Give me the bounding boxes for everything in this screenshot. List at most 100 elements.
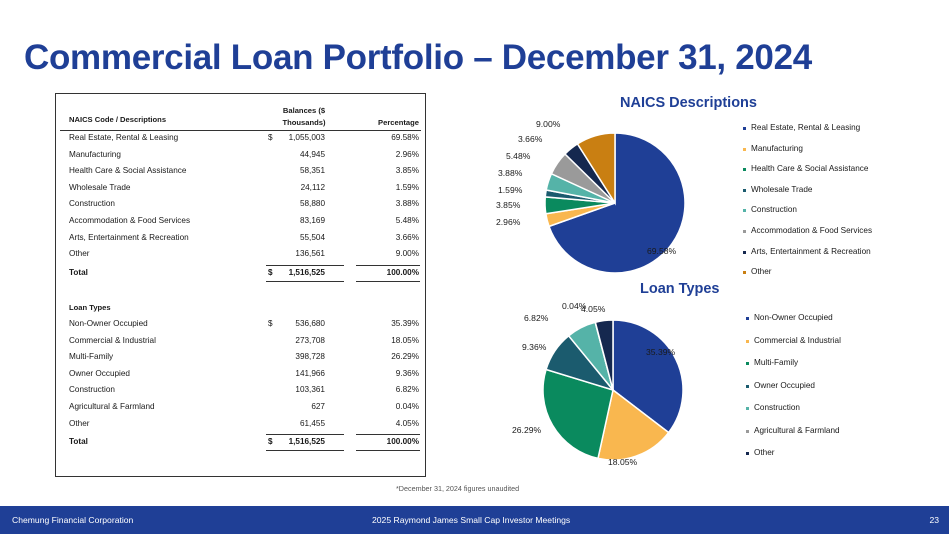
pie-slice — [597, 388, 670, 461]
row-label: Total — [69, 268, 88, 277]
row-balance: 103,361 — [295, 385, 325, 395]
slice-data-label: 4.05% — [581, 304, 606, 314]
footer-bar: Chemung Financial Corporation 2025 Raymo… — [0, 506, 949, 534]
legend-swatch — [746, 384, 749, 388]
legend-swatch — [746, 452, 749, 455]
naics-header-desc: NAICS Code / Descriptions — [69, 115, 167, 124]
data-table: NAICS Code / Descriptions Balances ($ Th… — [55, 93, 426, 477]
footer-page-number: 23 — [929, 515, 939, 525]
slice-data-label: 3.88% — [498, 168, 523, 178]
table-row: Construction 103,361 6.82% — [56, 385, 425, 401]
naics-header-pct: Percentage — [378, 118, 419, 127]
row-balance: 61,455 — [299, 418, 325, 428]
slice-data-label: 26.29% — [512, 425, 542, 435]
legend-swatch — [746, 362, 749, 365]
row-balance: 627 — [311, 402, 325, 411]
table-row: Owner Occupied 141,966 9.36% — [56, 369, 425, 385]
loan-chart-title: Loan Types — [640, 281, 720, 297]
row-percentage: 1.59% — [395, 182, 419, 192]
header-divider — [60, 130, 421, 131]
pie-slice — [548, 132, 686, 274]
legend-label: Construction — [751, 205, 797, 215]
naics-header-balances: Balances ($ Thousands) — [282, 106, 326, 127]
table-row: Non-Owner Occupied $536,680 35.39% — [56, 319, 425, 335]
row-label: Multi-Family — [69, 352, 114, 362]
total-divider — [266, 265, 344, 266]
legend-swatch — [746, 407, 749, 410]
table-row: Commercial & Industrial 273,708 18.05% — [56, 336, 425, 352]
row-dollar-sign: $ — [268, 268, 273, 277]
row-label: Owner Occupied — [69, 368, 130, 378]
legend-label: Real Estate, Rental & Leasing — [751, 123, 861, 132]
row-percentage: 9.36% — [395, 368, 419, 378]
total-divider — [266, 281, 344, 282]
legend-label: Health Care & Social Assistance — [751, 164, 869, 174]
pie-slice — [594, 319, 614, 391]
row-percentage: 100.00% — [386, 437, 419, 446]
legend-label: Other — [751, 267, 772, 277]
legend-label: Agricultural & Farmland — [754, 425, 840, 435]
total-divider — [356, 265, 420, 266]
row-label: Wholesale Trade — [69, 182, 131, 192]
row-balance: 55,504 — [299, 232, 325, 242]
row-balance: 58,351 — [299, 166, 325, 176]
legend-swatch — [743, 188, 746, 192]
row-balance: 83,169 — [299, 216, 325, 225]
pie-slice — [542, 368, 614, 460]
slice-data-label: 18.05% — [608, 457, 638, 467]
table-row: Other 136,561 9.00% — [56, 249, 425, 265]
legend-swatch — [743, 271, 746, 275]
total-divider — [356, 281, 420, 282]
table-row: Construction 58,880 3.88% — [56, 199, 425, 215]
row-percentage: 26.29% — [391, 352, 419, 362]
row-balance: 536,680 — [295, 319, 325, 328]
slice-data-label: 35.39% — [646, 347, 676, 357]
legend-label: Owner Occupied — [754, 380, 815, 390]
row-percentage: 3.85% — [395, 166, 419, 176]
row-balance: 273,708 — [295, 335, 325, 345]
row-percentage: 9.00% — [395, 249, 419, 259]
row-balance: 398,728 — [295, 352, 325, 362]
total-divider — [356, 434, 420, 435]
legend-label: Commercial & Industrial — [754, 335, 841, 345]
row-percentage: 100.00% — [386, 268, 419, 277]
row-label: Other — [69, 418, 90, 428]
row-label: Other — [69, 249, 90, 259]
table-total-row: Total $1,516,525 100.00% — [56, 437, 425, 453]
table-row: Real Estate, Rental & Leasing $1,055,003 6… — [56, 133, 425, 149]
row-label: Manufacturing — [69, 149, 121, 159]
legend-swatch — [743, 250, 746, 254]
row-balance: 136,561 — [295, 249, 325, 259]
legend-swatch — [746, 429, 749, 433]
table-total-row: Total $1,516,525 100.00% — [56, 268, 425, 284]
pie-slice — [576, 132, 616, 206]
row-label: Construction — [69, 385, 115, 395]
legend-swatch — [743, 147, 746, 151]
naics-pie-chart: 69.58% 2.96% 3.85% 1.59% 3.88% 5.48% 3.66% 9.00… — [496, 119, 686, 274]
row-balance: 58,880 — [299, 199, 325, 209]
slice-data-label: 0.04% — [562, 301, 587, 311]
table-row: Arts, Entertainment & Recreation 55,504 3.… — [56, 233, 425, 249]
footnote: *December 31, 2024 figures unaudited — [396, 484, 520, 493]
legend-swatch — [746, 317, 749, 320]
legend-swatch — [743, 209, 746, 213]
legend-swatch — [743, 230, 746, 233]
table-row: Multi-Family 398,728 26.29% — [56, 352, 425, 368]
row-percentage: 3.88% — [395, 199, 419, 209]
total-divider — [356, 450, 420, 451]
row-percentage: 3.66% — [395, 232, 419, 242]
row-percentage: 5.48% — [395, 216, 419, 225]
row-balance: 44,945 — [299, 149, 325, 159]
row-percentage: 18.05% — [391, 335, 419, 345]
row-percentage: 35.39% — [391, 319, 419, 328]
total-divider — [266, 434, 344, 435]
table-row: Accommodation & Food Services 83,169 5.48% — [56, 216, 425, 232]
row-balance: 24,112 — [300, 182, 325, 192]
footer-event: 2025 Raymond James Small Cap Investor Me… — [372, 515, 571, 525]
slice-data-label: 3.66% — [518, 134, 543, 144]
naics-chart-title: NAICS Descriptions — [620, 95, 757, 111]
legend-label: Manufacturing — [751, 143, 803, 153]
row-label: Health Care & Social Assistance — [69, 166, 187, 176]
row-percentage: 6.82% — [395, 385, 419, 395]
legend-label: Wholesale Trade — [751, 184, 813, 194]
